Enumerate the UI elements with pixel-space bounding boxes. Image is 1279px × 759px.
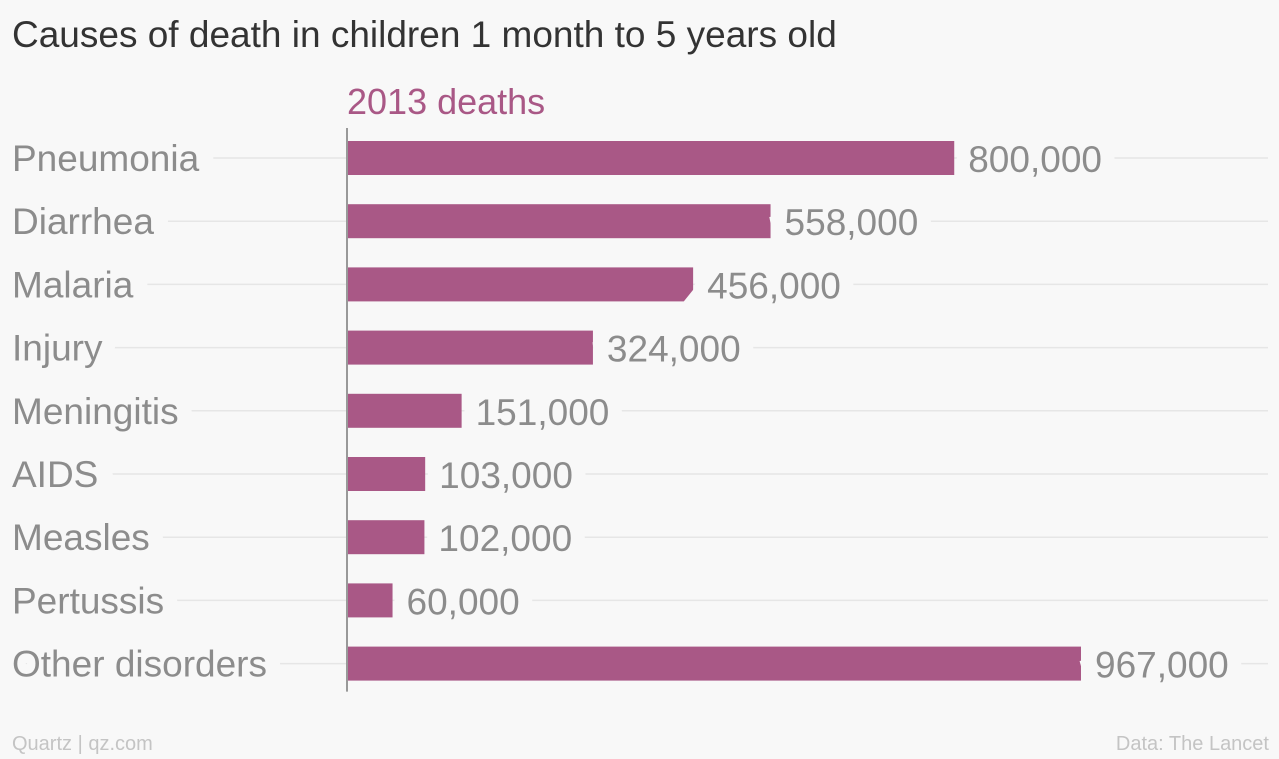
value-label: 324,000 bbox=[607, 329, 741, 370]
category-label: Injury bbox=[12, 328, 103, 369]
category-label: Pneumonia bbox=[12, 138, 200, 179]
bars bbox=[347, 141, 1081, 681]
value-label: 558,000 bbox=[785, 202, 919, 243]
bar bbox=[347, 457, 426, 491]
value-label: 800,000 bbox=[968, 139, 1102, 180]
bar bbox=[347, 204, 771, 239]
bar bbox=[347, 330, 593, 365]
bar bbox=[347, 393, 462, 428]
bar bbox=[347, 141, 955, 175]
bar bbox=[347, 267, 694, 302]
category-label: Measles bbox=[12, 517, 150, 558]
value-label: 967,000 bbox=[1095, 645, 1229, 686]
chart-title: Causes of death in children 1 month to 5… bbox=[12, 14, 837, 55]
bar bbox=[347, 520, 425, 555]
footer-source: Data: The Lancet bbox=[1115, 733, 1269, 755]
value-label: 103,000 bbox=[439, 455, 573, 496]
category-label: Pertussis bbox=[12, 580, 164, 621]
footer-credit: Quartz | qz.com bbox=[12, 733, 153, 755]
category-label: Meningitis bbox=[12, 391, 179, 432]
value-label: 102,000 bbox=[438, 518, 572, 559]
value-label: 456,000 bbox=[707, 265, 841, 306]
category-label: Diarrhea bbox=[12, 201, 154, 242]
series-label: 2013 deaths bbox=[347, 81, 545, 122]
bar bbox=[347, 583, 393, 618]
value-label: 60,000 bbox=[407, 581, 520, 622]
category-label: AIDS bbox=[12, 454, 98, 495]
category-label: Other disorders bbox=[12, 644, 267, 685]
value-label: 151,000 bbox=[476, 392, 610, 433]
category-label: Malaria bbox=[12, 264, 134, 305]
bar bbox=[347, 646, 1081, 681]
